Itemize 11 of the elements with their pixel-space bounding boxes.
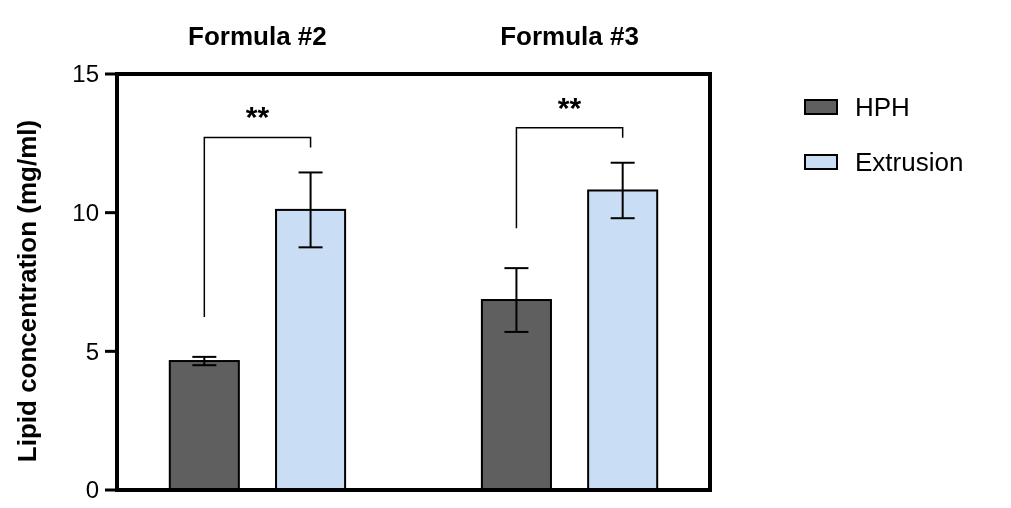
y-tick-label: 10 (72, 199, 99, 227)
y-axis-title: Lipid concentration (mg/ml) (12, 119, 42, 463)
y-tick-label: 0 (85, 476, 99, 504)
x-tick-label: Formula #2 (188, 21, 327, 51)
annotation: ** (557, 90, 582, 124)
y-tick-label: 5 (85, 337, 99, 365)
legend-label: HPH (855, 92, 910, 123)
x-tick-label: Formula #3 (500, 21, 639, 51)
y-tick-label: 15 (72, 60, 99, 88)
annotation: ** (245, 100, 270, 134)
legend-label: Extrusion (855, 147, 964, 178)
